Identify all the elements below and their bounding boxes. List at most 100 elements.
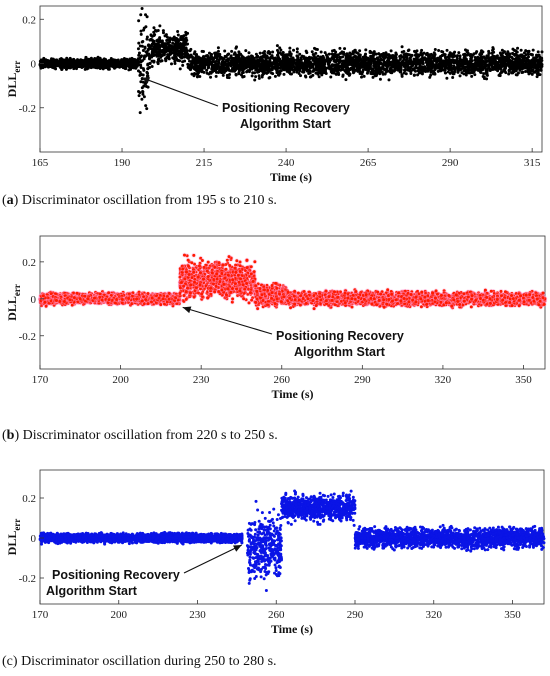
data-point [383, 72, 387, 76]
data-point [416, 60, 420, 64]
data-point [380, 58, 384, 62]
data-point [536, 58, 540, 62]
data-point [471, 53, 475, 57]
data-point [454, 66, 458, 70]
data-point [289, 52, 293, 56]
data-point [107, 63, 111, 67]
data-point [465, 59, 469, 63]
data-point [255, 54, 259, 58]
data-point [251, 71, 255, 75]
data-point [168, 39, 172, 43]
data-point [273, 66, 277, 70]
data-point [536, 63, 540, 67]
data-point [295, 50, 299, 54]
data-point [393, 54, 397, 58]
data-point [326, 66, 330, 70]
data-point [164, 59, 168, 63]
data-point [378, 77, 382, 81]
data-point [140, 54, 144, 58]
data-point [176, 33, 180, 37]
data-point [360, 75, 364, 79]
data-point [149, 34, 153, 38]
data-point [510, 66, 514, 70]
data-point [374, 52, 378, 56]
data-point [148, 56, 152, 60]
data-point [441, 68, 445, 72]
data-point [280, 61, 284, 65]
data-point [62, 61, 66, 65]
data-point [208, 59, 212, 63]
data-point [256, 60, 260, 64]
data-point [144, 13, 148, 17]
data-point [311, 52, 315, 56]
data-point [159, 50, 163, 54]
data-point [414, 50, 418, 54]
data-point [338, 46, 342, 50]
data-point [444, 64, 448, 68]
x-tick-label: 315 [524, 157, 541, 169]
data-point [286, 53, 290, 57]
data-point [273, 62, 277, 66]
data-point [176, 38, 180, 42]
data-point [463, 48, 467, 52]
data-point [184, 46, 188, 50]
data-point [112, 66, 116, 70]
data-point [77, 61, 81, 65]
data-point [247, 51, 251, 55]
data-point [308, 63, 312, 67]
panel-b: 170 200 230 260 290 320 350 -0.2 0 0.2 Time (s) DLL… [0, 228, 550, 448]
data-point [399, 54, 403, 58]
data-point [325, 54, 329, 58]
data-point [261, 54, 265, 58]
data-point [255, 65, 259, 69]
data-point [491, 46, 495, 50]
data-point [144, 82, 148, 86]
data-point [177, 51, 181, 55]
data-point [257, 74, 261, 78]
data-point [493, 65, 497, 69]
data-point [489, 56, 493, 60]
data-point [60, 67, 64, 71]
data-point [201, 50, 205, 54]
data-point [97, 61, 101, 65]
data-point [273, 56, 277, 60]
data-point [157, 57, 161, 61]
data-point [437, 48, 441, 52]
data-point [510, 55, 514, 59]
data-point [335, 69, 339, 73]
data-point [68, 56, 72, 60]
data-point [312, 46, 316, 50]
data-point [500, 70, 504, 74]
data-point [140, 44, 144, 48]
data-point [199, 69, 203, 73]
data-point [184, 33, 188, 37]
data-point [271, 50, 275, 54]
data-point [142, 95, 146, 99]
data-point [455, 60, 459, 64]
data-point [145, 37, 149, 41]
data-point [140, 97, 144, 101]
data-point [210, 63, 214, 67]
data-point [507, 69, 511, 73]
data-point [148, 38, 152, 42]
data-point [59, 63, 63, 67]
data-point [416, 69, 420, 73]
data-point [136, 47, 140, 51]
data-point [214, 74, 218, 78]
data-point [192, 52, 196, 56]
data-point [472, 70, 476, 74]
data-point [278, 69, 282, 73]
data-point [448, 60, 452, 64]
data-point [188, 49, 192, 53]
data-point [403, 68, 407, 72]
data-point [364, 48, 368, 52]
data-point [139, 65, 143, 69]
data-point [103, 60, 107, 64]
data-point [288, 46, 292, 50]
data-point [137, 53, 141, 57]
data-point [421, 58, 425, 62]
data-point [420, 72, 424, 76]
data-point [173, 38, 177, 42]
data-point [301, 66, 305, 70]
data-point [441, 50, 445, 54]
